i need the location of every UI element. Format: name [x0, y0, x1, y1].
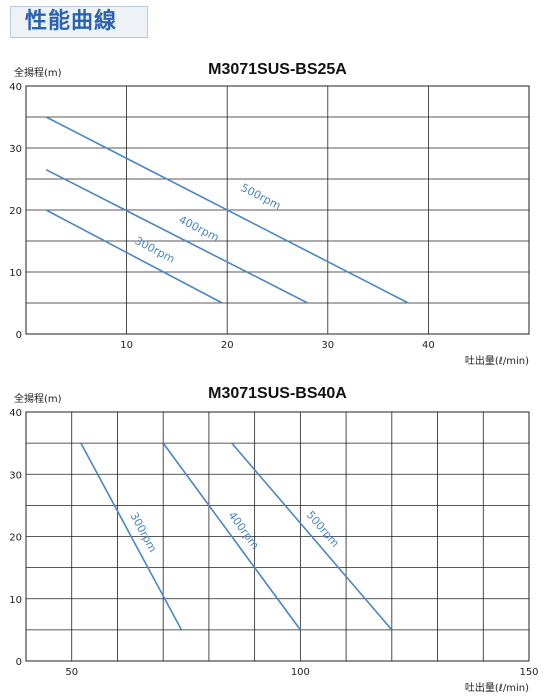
chart2-title: M3071SUS-BS40A	[208, 385, 347, 402]
chart2-curve-label-500rpm: 500rpm	[304, 508, 342, 549]
chart2-curve-300rpm	[80, 442, 183, 631]
chart2-curve-label-300rpm: 300rpm	[127, 510, 159, 554]
chart2-y-tick-label: 40	[9, 408, 22, 419]
chart1-y-tick-label: 0	[16, 330, 22, 341]
chart1-plot-frame	[25, 85, 530, 335]
chart1-y-tick-label: 30	[9, 144, 22, 155]
chart1-curve-label-500rpm: 500rpm	[239, 181, 283, 212]
chart1-curve-label-300rpm: 300rpm	[133, 234, 177, 266]
chart1-y-tick-label: 40	[9, 82, 22, 93]
chart1-y-tick-label: 10	[9, 268, 22, 279]
chart1-x-axis-label: 吐出量(ℓ/min)	[465, 354, 529, 367]
chart2-plot-frame	[25, 411, 530, 662]
chart1-title: M3071SUS-BS25A	[208, 61, 347, 78]
chart1-y-tick-label: 20	[9, 206, 22, 217]
chart2-curve-500rpm	[231, 442, 393, 631]
chart1-x-tick-label: 20	[221, 340, 234, 351]
chart1-curve-400rpm	[45, 168, 309, 304]
chart2-x-tick-label: 100	[291, 667, 310, 678]
chart2-x-axis-label: 吐出量(ℓ/min)	[465, 681, 529, 694]
chart1-curve-300rpm	[45, 209, 223, 304]
chart2-y-axis-label: 全揚程(m)	[14, 392, 62, 405]
chart1-x-tick-label: 30	[321, 340, 334, 351]
chart2-y-tick-label: 20	[9, 533, 22, 544]
chart2-x-tick-label: 50	[65, 667, 78, 678]
chart2-y-tick-label: 30	[9, 470, 22, 481]
chart2-curve-label-400rpm: 400rpm	[226, 509, 262, 552]
chart1-curve-500rpm	[45, 116, 409, 304]
chart2-y-tick-label: 10	[9, 595, 22, 606]
chart1-x-tick-label: 40	[422, 340, 435, 351]
chart2-x-tick-label: 150	[519, 667, 538, 678]
chart2-curve-400rpm	[162, 442, 302, 631]
chart2-y-tick-label: 0	[16, 657, 22, 668]
chart1-x-tick-label: 10	[120, 340, 133, 351]
section-title: 性能曲線	[10, 6, 148, 38]
chart1-y-axis-label: 全揚程(m)	[14, 66, 62, 79]
